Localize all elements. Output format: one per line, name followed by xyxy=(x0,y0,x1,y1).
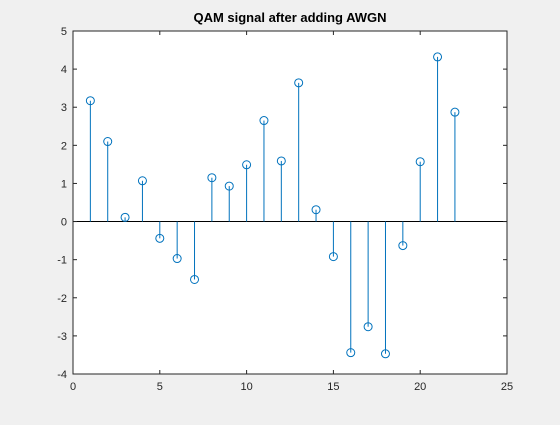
y-tick-label: -3 xyxy=(57,331,67,343)
stem-marker xyxy=(224,181,234,191)
stem-marker xyxy=(450,107,460,117)
x-tick-label: 5 xyxy=(157,381,163,393)
stem-marker xyxy=(294,78,304,88)
stem-marker xyxy=(363,322,373,332)
stem-marker xyxy=(346,348,356,358)
y-tick-label: 1 xyxy=(61,178,67,190)
x-tick-label: 15 xyxy=(327,381,339,393)
y-tick-label: -2 xyxy=(57,293,67,305)
y-tick-label: -4 xyxy=(57,369,67,381)
stem-marker xyxy=(207,173,217,183)
y-tick-label: 4 xyxy=(61,64,67,76)
x-axis-ticks: 0 5 10 15 20 25 xyxy=(70,31,513,393)
stem-marker xyxy=(172,254,182,264)
stem-marker xyxy=(380,349,390,359)
y-tick-label: 2 xyxy=(61,140,67,152)
y-axis-ticks: -4 -3 -2 -1 0 1 2 3 4 5 xyxy=(57,26,507,381)
stem-marker xyxy=(311,205,321,215)
axes-box xyxy=(72,30,508,375)
stem-marker xyxy=(120,212,130,222)
stem-marker xyxy=(415,157,425,167)
markers-layer xyxy=(85,52,460,359)
chart-title: QAM signal after adding AWGN xyxy=(193,10,386,25)
stem-marker xyxy=(85,96,95,106)
stem-marker xyxy=(328,252,338,262)
stem-marker xyxy=(190,274,200,284)
y-tick-label: 0 xyxy=(61,217,67,229)
stem-marker xyxy=(155,233,165,243)
stem-marker xyxy=(137,176,147,186)
stem-marker xyxy=(398,241,408,251)
x-tick-label: 20 xyxy=(414,381,426,393)
axes-background xyxy=(73,31,507,374)
x-tick-label: 10 xyxy=(240,381,252,393)
stems-layer xyxy=(89,56,456,354)
x-tick-label: 25 xyxy=(501,381,513,393)
stem-marker xyxy=(276,156,286,166)
y-tick-label: 3 xyxy=(61,102,67,114)
stem-marker xyxy=(242,160,252,170)
stem-marker xyxy=(433,52,443,62)
x-tick-label: 0 xyxy=(70,381,76,393)
stem-marker xyxy=(259,116,269,126)
y-tick-label: 5 xyxy=(61,26,67,38)
y-tick-label: -1 xyxy=(57,255,67,267)
stem-marker xyxy=(103,137,113,147)
